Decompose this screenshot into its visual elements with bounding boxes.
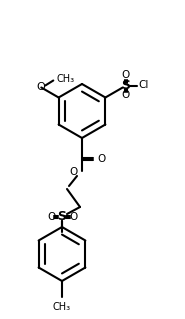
Text: O: O bbox=[97, 154, 105, 164]
Text: O: O bbox=[122, 70, 130, 80]
Text: O: O bbox=[47, 212, 55, 222]
Text: O: O bbox=[122, 91, 130, 100]
Text: O: O bbox=[69, 212, 77, 222]
Text: S: S bbox=[58, 211, 66, 224]
Text: O: O bbox=[70, 167, 78, 177]
Text: Cl: Cl bbox=[139, 80, 149, 91]
Text: S: S bbox=[121, 79, 130, 92]
Text: CH₃: CH₃ bbox=[53, 302, 71, 312]
Text: CH₃: CH₃ bbox=[56, 73, 74, 84]
Text: O: O bbox=[36, 83, 45, 93]
